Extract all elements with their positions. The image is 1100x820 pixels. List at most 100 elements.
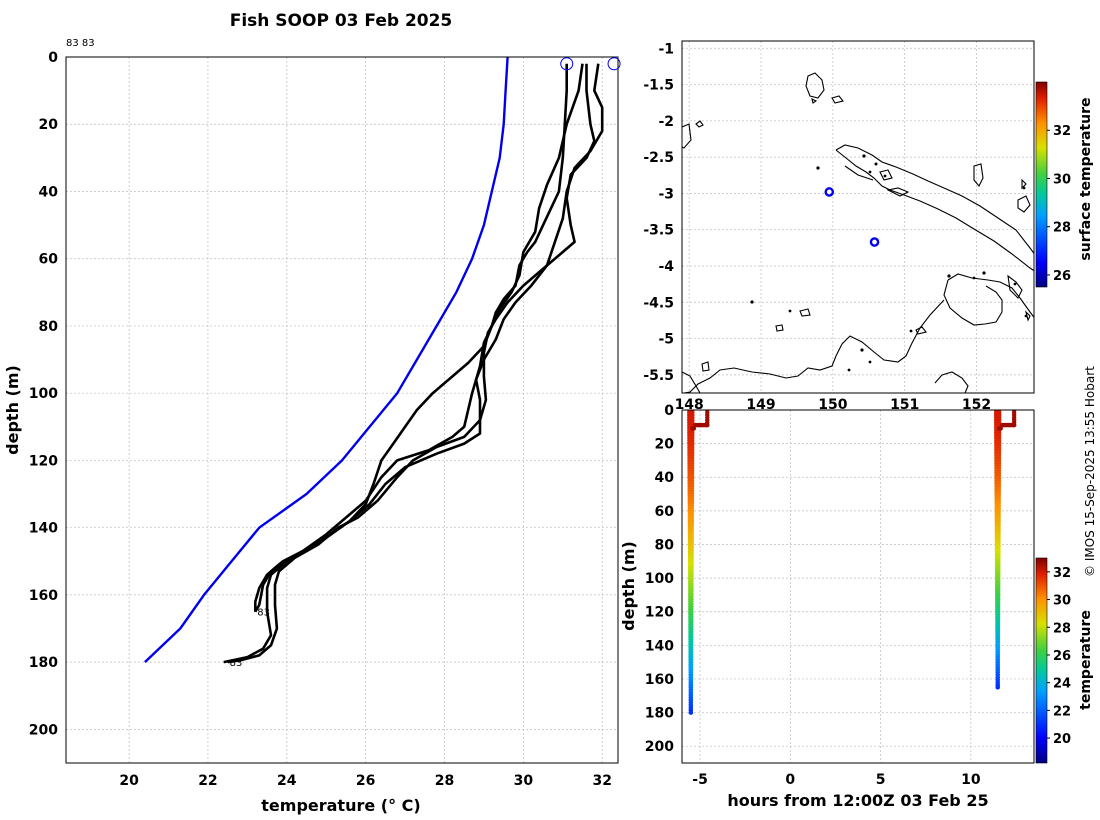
time-depth-casts (687, 410, 1017, 715)
profile-y-tick-label: 200 (29, 722, 58, 738)
map-tick-labels: 148 149 150 151 152 -1 -1.5 -2 -2.5 -3 -3.5 -4 -4.5 -… (643, 41, 991, 413)
profile-y-tick-label: 0 (48, 50, 58, 66)
map-panel: 148 149 150 151 152 -1 -1.5 -2 -2.5 -3 -3.5 -4 -4.5 -… (643, 40, 1094, 413)
map-lat-tick-label: -5 (658, 332, 674, 348)
profile-series-line (254, 63, 568, 613)
map-lat-tick-label: -4.5 (643, 295, 674, 311)
time-y-tick-label: 160 (645, 672, 674, 688)
map-axes-box (681, 40, 1035, 394)
cast-point (705, 422, 710, 428)
time-y-tick-label: 80 (655, 537, 675, 553)
profile-y-tick-label: 120 (29, 453, 58, 469)
map-lon-tick-label: 150 (818, 397, 847, 413)
time-y-tick-label: 100 (645, 571, 674, 587)
profile-tick-labels: 20 22 24 26 28 30 32 0 20 40 60 80 100 120 140 160 180 20… (29, 50, 612, 789)
time-y-tick-label: 0 (664, 403, 674, 419)
cast-point (688, 710, 694, 715)
profile-y-tick-label: 180 (29, 655, 58, 671)
time-y-tick-label: 120 (645, 605, 674, 621)
profile-y-axis-label: depth (m) (3, 365, 22, 455)
map-lon-tick-label: 148 (675, 397, 704, 413)
time-depth-x-axis-label: hours from 12:00Z 03 Feb 25 (727, 791, 988, 810)
profile-panel: 83 83 20 22 24 26 28 30 32 0 20 40 60 80 100 120 140 160… (3, 50, 621, 815)
time-depth-axes-box (681, 409, 1035, 764)
time-y-tick-label: 40 (655, 470, 675, 486)
profile-y-tick-label: 60 (39, 252, 59, 268)
profile-y-tick-label: 140 (29, 521, 58, 537)
profile-x-tick-label: 22 (198, 773, 217, 789)
profile-series-line (227, 63, 596, 664)
profile-x-tick-label: 28 (435, 773, 454, 789)
colorbar-tick-label: 30 (1053, 594, 1071, 609)
profile-end-label: 83 (257, 608, 270, 619)
surface-marker (560, 57, 574, 71)
time-y-tick-label: 60 (655, 504, 675, 520)
map-lat-tick-label: -1 (658, 41, 674, 57)
profile-series: 83 83 (144, 57, 604, 669)
profile-x-tick-label: 30 (514, 773, 534, 789)
map-lat-tick-label: -2 (658, 114, 674, 130)
colorbar-tick-label: 28 (1053, 621, 1071, 636)
profile-x-tick-label: 20 (119, 773, 139, 789)
surface-temperature-colorbar (1035, 81, 1048, 288)
profile-x-axis-label: temperature (° C) (261, 796, 420, 815)
profile-series-line (223, 63, 604, 664)
credit-text: © IMOS 15-Sep-2025 13:55 Hobart (1083, 366, 1097, 577)
surface-marker (607, 57, 621, 71)
colorbar-tick-label: 20 (1053, 732, 1071, 747)
time-y-tick-label: 180 (645, 706, 674, 722)
station-marker (824, 187, 835, 197)
chart-title: Fish SOOP 03 Feb 2025 (230, 11, 453, 31)
profile-y-tick-label: 100 (29, 386, 58, 402)
map-coastline (682, 72, 1034, 393)
temperature-colorbar-ticks: 20 22 24 26 28 30 32 (1047, 566, 1071, 747)
map-lat-tick-label: -1.5 (643, 78, 674, 94)
map-lon-tick-label: 152 (962, 397, 991, 413)
profile-x-tick-label: 32 (592, 773, 611, 789)
profile-ids-label: 83 83 (66, 38, 95, 49)
cast-point (1011, 422, 1017, 428)
profile-y-tick-label: 160 (29, 588, 58, 604)
time-depth-grid (682, 409, 1034, 763)
profile-series-line (144, 57, 509, 663)
map-lat-tick-label: -4 (658, 259, 674, 275)
profile-series-line (254, 63, 584, 612)
profile-y-tick-label: 80 (39, 319, 59, 335)
profile-y-tick-label: 20 (39, 117, 59, 133)
cast-point (998, 426, 1003, 431)
time-y-tick-label: 140 (645, 638, 674, 654)
map-islets (750, 154, 1028, 372)
colorbar-tick-label: 32 (1053, 566, 1071, 581)
map-lat-tick-label: -5.5 (643, 368, 674, 384)
cast-point (691, 426, 697, 431)
time-x-tick-label: -5 (692, 772, 708, 788)
map-lon-tick-label: 151 (890, 397, 919, 413)
map-lat-tick-label: -2.5 (643, 150, 674, 166)
map-stations (824, 187, 880, 247)
time-y-tick-label: 200 (645, 739, 674, 755)
cast-point (995, 685, 1000, 690)
time-y-tick-label: 20 (655, 437, 675, 453)
map-grid (682, 41, 1034, 393)
temperature-colorbar-label: temperature (1078, 610, 1094, 710)
profile-x-tick-label: 26 (356, 773, 375, 789)
time-x-tick-label: 5 (876, 772, 886, 788)
colorbar-tick-label: 32 (1053, 124, 1071, 139)
surface-temperature-colorbar-label: surface temperature (1078, 97, 1094, 260)
colorbar-tick-label: 26 (1053, 269, 1071, 284)
map-lat-tick-label: -3 (658, 186, 674, 202)
colorbar-tick-label: 24 (1053, 677, 1071, 692)
time-x-tick-label: 0 (785, 772, 795, 788)
station-marker (869, 237, 880, 247)
profile-end-label: 83 (230, 658, 243, 669)
colorbar-tick-label: 26 (1053, 649, 1071, 664)
profile-y-tick-label: 40 (39, 184, 59, 200)
surface-temperature-colorbar-ticks: 26 28 30 32 (1047, 124, 1071, 284)
map-lon-tick-label: 149 (746, 397, 775, 413)
profile-x-tick-label: 24 (277, 773, 297, 789)
profile-axes-box (65, 56, 619, 764)
colorbar-tick-label: 22 (1053, 704, 1071, 719)
